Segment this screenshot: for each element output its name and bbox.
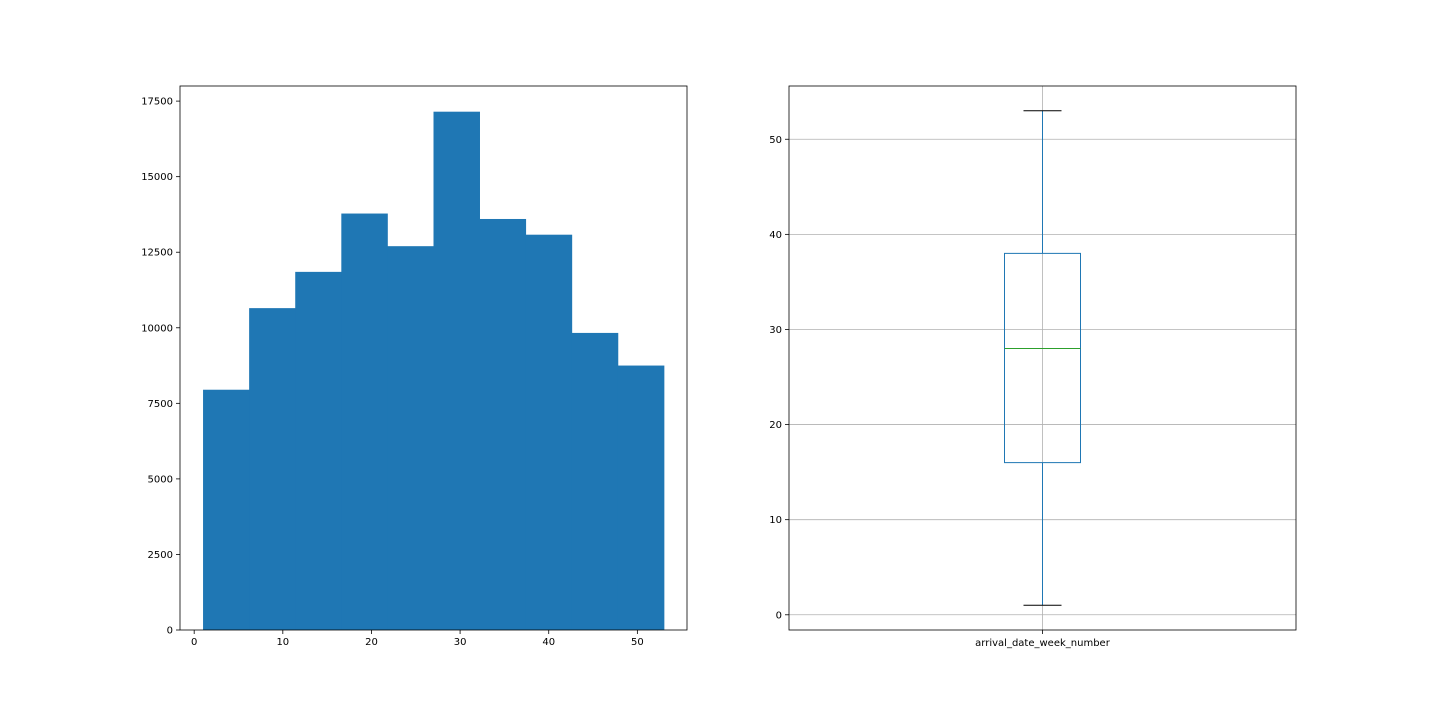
histogram-bar — [433, 111, 480, 630]
histogram-bar — [479, 218, 527, 630]
histogram-panel: 0 10 20 30 40 50 0 2500 5000 7500 10000 12500 15000 1… — [141, 85, 688, 648]
x-tick-label: 40 — [542, 637, 555, 648]
y-tick-label: 50 — [769, 135, 782, 146]
y-tick-label: 12500 — [141, 248, 173, 259]
histogram-bar — [203, 389, 250, 630]
histogram-bar — [525, 234, 573, 630]
x-tick-label: 50 — [631, 637, 644, 648]
y-tick-label: 2500 — [148, 550, 173, 561]
histogram-bar — [571, 332, 619, 630]
histogram-bar — [295, 271, 342, 630]
y-tick-label: 5000 — [148, 474, 173, 485]
histogram-bar — [249, 308, 296, 630]
y-tick-label: 30 — [769, 325, 782, 336]
x-tick-label: arrival_date_week_number — [975, 638, 1111, 649]
y-tick-label: 40 — [769, 230, 782, 241]
x-tick-label: 0 — [191, 637, 197, 648]
y-tick-label: 0 — [776, 610, 782, 621]
iqr-box — [1004, 252, 1081, 464]
x-tick-label: 10 — [276, 637, 289, 648]
x-tick-label: 30 — [454, 637, 467, 648]
y-tick-label: 10000 — [141, 323, 173, 334]
y-tick-label: 7500 — [148, 399, 173, 410]
y-tick-label: 17500 — [141, 97, 173, 108]
histogram-frame — [179, 85, 688, 631]
y-tick-label: 10 — [769, 515, 782, 526]
histogram-bar — [617, 365, 665, 630]
boxplot-panel: 0 10 20 30 40 50 arrival_date_week_number — [769, 85, 1297, 649]
histogram-bar — [387, 246, 434, 630]
x-tick-label: 20 — [365, 637, 378, 648]
y-tick-label: 0 — [167, 626, 173, 637]
y-tick-label: 15000 — [141, 172, 173, 183]
histogram-bar — [341, 213, 388, 630]
y-tick-label: 20 — [769, 420, 782, 431]
